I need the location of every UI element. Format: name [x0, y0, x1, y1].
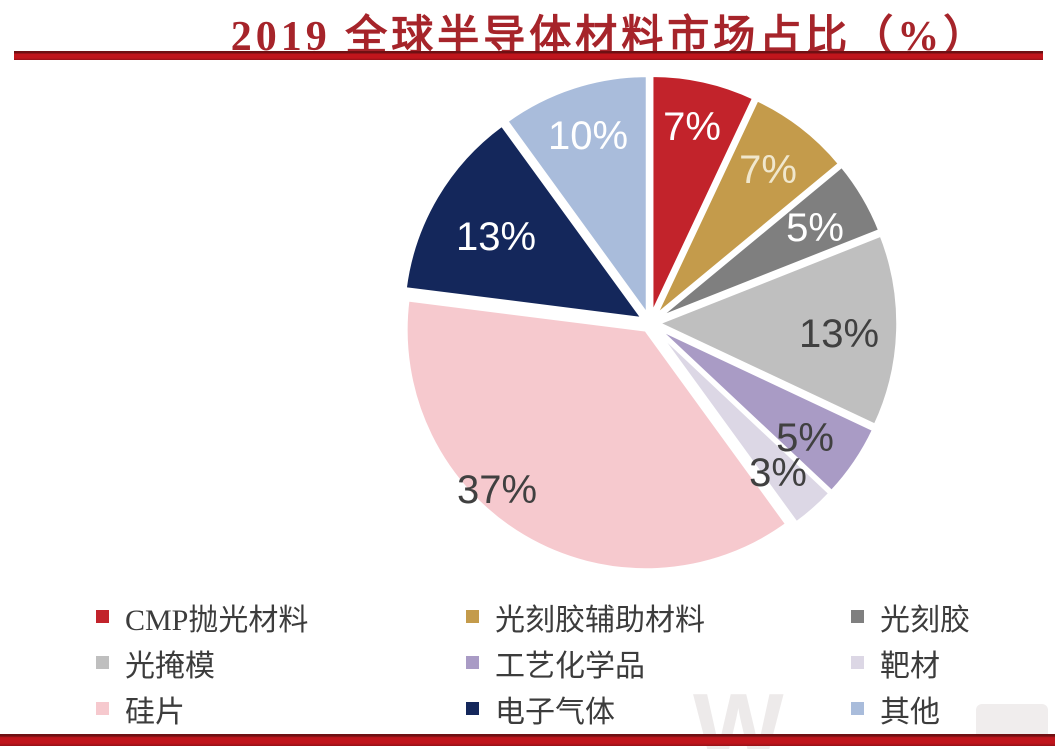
- legend-item-cmp-polishing-materials: CMP抛光材料: [96, 594, 466, 639]
- legend-label-photoresist-auxiliary-materials: 光刻胶辅助材料: [495, 603, 705, 637]
- legend-item-silicon-wafers: 硅片: [96, 686, 466, 731]
- pie-label-process-chemicals: 5%: [776, 416, 834, 460]
- pie-slice-cmp-polishing-materials: [649, 73, 756, 317]
- legend-label-others: 其他: [880, 695, 940, 729]
- pie-label-photoresist-auxiliary-materials: 7%: [739, 148, 797, 192]
- legend-swatch-electronic-gases: [466, 702, 479, 715]
- pie-slice-process-chemicals: [654, 325, 876, 494]
- pie-label-sputtering-targets: 3%: [749, 451, 807, 495]
- title-underline-rule: [14, 51, 1043, 60]
- legend-item-electronic-gases: 电子气体: [466, 686, 851, 731]
- pie-slice-electronic-gases: [403, 123, 645, 321]
- pie-label-others: 10%: [548, 114, 628, 158]
- legend-label-cmp-polishing-materials: CMP抛光材料: [125, 603, 309, 637]
- bottom-rule: [0, 734, 1055, 746]
- pie-slice-others: [504, 73, 650, 318]
- pie-labels-group: 7%7%5%13%5%3%37%13%10%: [456, 105, 879, 512]
- legend-swatch-process-chemicals: [466, 656, 479, 669]
- legend-swatch-photomask: [96, 656, 109, 669]
- legend-item-photomask: 光掩模: [96, 640, 466, 685]
- legend-item-photoresist-auxiliary-materials: 光刻胶辅助材料: [466, 594, 851, 639]
- pie-label-silicon-wafers: 37%: [457, 468, 537, 512]
- pie-slice-photoresist-auxiliary-materials: [653, 97, 842, 319]
- legend-item-sputtering-targets: 靶材: [851, 640, 970, 685]
- pie-label-photoresist: 5%: [786, 206, 844, 250]
- legend-label-silicon-wafers: 硅片: [125, 695, 185, 729]
- legend-item-others: 其他: [851, 686, 970, 731]
- legend-swatch-silicon-wafers: [96, 702, 109, 715]
- legend-swatch-photoresist-auxiliary-materials: [466, 610, 479, 623]
- legend-label-process-chemicals: 工艺化学品: [495, 649, 645, 683]
- legend-label-electronic-gases: 电子气体: [495, 695, 615, 729]
- pie-slice-photomask: [656, 233, 900, 428]
- pie-slice-photoresist: [655, 164, 882, 321]
- legend-label-photoresist: 光刻胶: [880, 603, 970, 637]
- legend-item-photoresist: 光刻胶: [851, 594, 970, 639]
- legend-swatch-sputtering-targets: [851, 656, 864, 669]
- pie-slice-sputtering-targets: [653, 327, 832, 525]
- legend-swatch-photoresist: [851, 610, 864, 623]
- pie-label-photomask: 13%: [799, 312, 879, 356]
- pie-label-electronic-gases: 13%: [456, 215, 536, 259]
- pie-label-cmp-polishing-materials: 7%: [663, 105, 721, 149]
- legend-swatch-others: [851, 702, 864, 715]
- legend-item-process-chemicals: 工艺化学品: [466, 640, 851, 685]
- legend-label-sputtering-targets: 靶材: [880, 649, 940, 683]
- legend: CMP抛光材料 光刻胶辅助材料 光刻胶光掩模 工艺化学品 靶材硅片 电子气体 其他: [96, 594, 970, 731]
- legend-swatch-cmp-polishing-materials: [96, 610, 109, 623]
- pie-slices-group: [403, 73, 900, 572]
- legend-label-photomask: 光掩模: [125, 649, 215, 683]
- pie-slice-silicon-wafers: [404, 298, 789, 572]
